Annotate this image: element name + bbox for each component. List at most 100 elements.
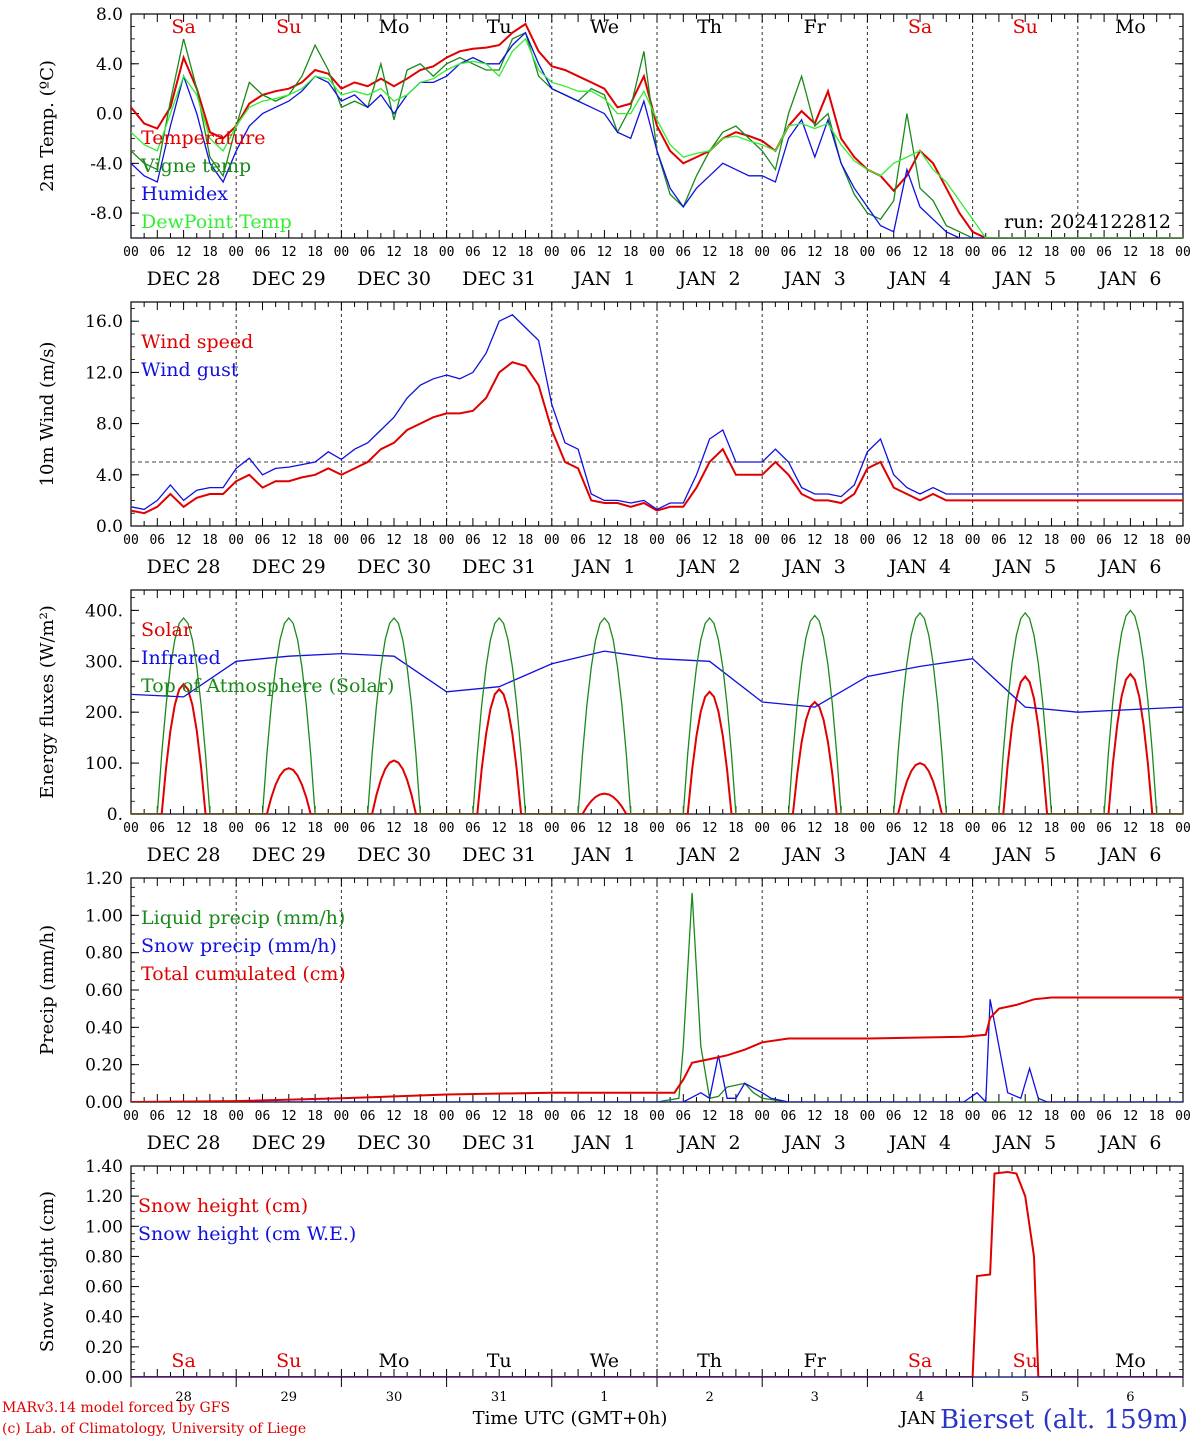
hour-tick-label: 00 (860, 821, 876, 836)
hour-tick-label: 18 (518, 245, 534, 260)
weekday-label: Su (276, 16, 301, 38)
hour-tick-label: 00 (649, 533, 665, 548)
hour-tick-label: 00 (334, 821, 350, 836)
hour-tick-label: 12 (702, 533, 718, 548)
hour-tick-label: 18 (938, 533, 954, 548)
weekday-label: We (590, 16, 619, 38)
hour-tick-label: 00 (334, 245, 350, 260)
legend-entry: Total cumulated (cm) (141, 963, 346, 985)
date-label: DEC 28 (147, 844, 221, 866)
y-tick-label: 400. (85, 601, 123, 621)
date-label: JAN 6 (1097, 268, 1161, 290)
hour-tick-label: 12 (1017, 245, 1033, 260)
date-label: JAN 6 (1097, 556, 1161, 578)
hour-tick-label: 06 (360, 821, 376, 836)
copyright-credit: (c) Lab. of Climatology, University of L… (2, 1421, 306, 1437)
series-group (131, 609, 1183, 814)
weekday-label: Su (1013, 16, 1038, 38)
weekday-label: Sa (171, 1350, 195, 1372)
hour-tick-label: 00 (439, 533, 455, 548)
day-number-label: 5 (1021, 1390, 1029, 1405)
hour-tick-label: 12 (807, 1109, 823, 1124)
hour-tick-label: 00 (439, 821, 455, 836)
series-line-snow-precip-mm-h- (131, 999, 1183, 1102)
hour-tick-label: 12 (491, 533, 507, 548)
hour-tick-label: 00 (754, 1109, 770, 1124)
legend-entry: Vigne temp (140, 155, 251, 177)
date-label: JAN 4 (887, 556, 951, 578)
legend-entry: Wind gust (141, 359, 239, 381)
hour-tick-label: 12 (281, 821, 297, 836)
hour-tick-label: 12 (702, 245, 718, 260)
hour-tick-label: 18 (1044, 533, 1060, 548)
hour-tick-label: 12 (702, 821, 718, 836)
y-tick-label: 200. (85, 703, 123, 723)
series-line-wind-speed (131, 361, 1183, 515)
hour-tick-label: 18 (623, 821, 639, 836)
y-tick-label: 12.0 (85, 363, 123, 383)
hour-tick-label: 06 (570, 245, 586, 260)
hour-tick-label: 06 (781, 821, 797, 836)
weekday-label: Sa (908, 16, 932, 38)
hour-tick-label: 00 (649, 245, 665, 260)
series-line-wind-gust (131, 314, 1183, 511)
hour-tick-label: 06 (675, 245, 691, 260)
hour-tick-label: 00 (965, 1109, 981, 1124)
legend-entry: Snow height (cm) (138, 1195, 308, 1217)
hour-tick-label: 18 (833, 245, 849, 260)
hour-tick-label: 00 (860, 533, 876, 548)
hour-tick-label: 06 (360, 245, 376, 260)
day-number-label: 6 (1126, 1390, 1134, 1405)
hour-tick-label: 12 (702, 1109, 718, 1124)
date-label: DEC 30 (357, 556, 431, 578)
hour-tick-label: 12 (1017, 821, 1033, 836)
panel-2: 16.0 12.0 8.0 4.0 0.0 10m Wind (m/s) 00 06 12 18 D… (37, 301, 1191, 578)
series-line-humidex (131, 31, 1183, 238)
legend-entry: Humidex (141, 183, 228, 205)
y-tick-label: 300. (85, 652, 123, 672)
hour-tick-label: 06 (991, 821, 1007, 836)
weekday-label: Fr (804, 16, 827, 38)
panel-5: 1.40 1.20 1.00 0.80 0.60 0.40 0.20 0.00 Snow hei… (37, 1157, 1184, 1405)
hour-tick-label: 12 (912, 1109, 928, 1124)
hour-tick-label: 18 (728, 1109, 744, 1124)
hour-tick-label: 00 (754, 533, 770, 548)
y-tick-label: 1.00 (85, 906, 123, 926)
hour-tick-label: 12 (176, 245, 192, 260)
legend-entry: DewPoint Temp (141, 211, 292, 233)
run-label: run: 2024122812 (1004, 211, 1171, 233)
series-group (131, 314, 1183, 515)
hour-tick-label: 06 (781, 245, 797, 260)
hour-tick-label: 12 (597, 245, 613, 260)
hour-tick-label: 06 (675, 821, 691, 836)
hour-tick-label: 06 (570, 1109, 586, 1124)
date-label: JAN 6 (1097, 1132, 1161, 1154)
hour-tick-label: 00 (965, 533, 981, 548)
hour-tick-label: 18 (1044, 1109, 1060, 1124)
hour-tick-label: 18 (833, 821, 849, 836)
y-tick-label: 0.00 (85, 1093, 123, 1113)
day-number-label: 29 (281, 1390, 298, 1405)
y-tick-label: 4.0 (96, 55, 123, 75)
hour-tick-label: 18 (307, 821, 323, 836)
hour-tick-label: 06 (781, 1109, 797, 1124)
hour-tick-label: 06 (570, 821, 586, 836)
date-label: JAN 2 (677, 844, 741, 866)
weekday-label: Su (276, 1350, 301, 1372)
station-name: Bierset (alt. 159m) (940, 1405, 1188, 1435)
hour-tick-label: 00 (754, 245, 770, 260)
y-tick-label: 100. (85, 754, 123, 774)
date-label: DEC 29 (252, 556, 326, 578)
bottom-month-label: JAN (898, 1408, 936, 1429)
weekday-label: Sa (171, 16, 195, 38)
hour-tick-label: 06 (465, 533, 481, 548)
day-number-label: 4 (916, 1390, 924, 1405)
legend-entry: Infrared (141, 647, 221, 669)
hour-tick-label: 12 (1123, 533, 1139, 548)
hour-tick-label: 00 (1175, 533, 1191, 548)
hour-tick-label: 00 (1070, 533, 1086, 548)
weekday-label: Tu (487, 16, 512, 38)
hour-tick-label: 00 (965, 821, 981, 836)
y-axis-title: Snow height (cm) (37, 1191, 58, 1352)
hour-tick-label: 00 (228, 1109, 244, 1124)
